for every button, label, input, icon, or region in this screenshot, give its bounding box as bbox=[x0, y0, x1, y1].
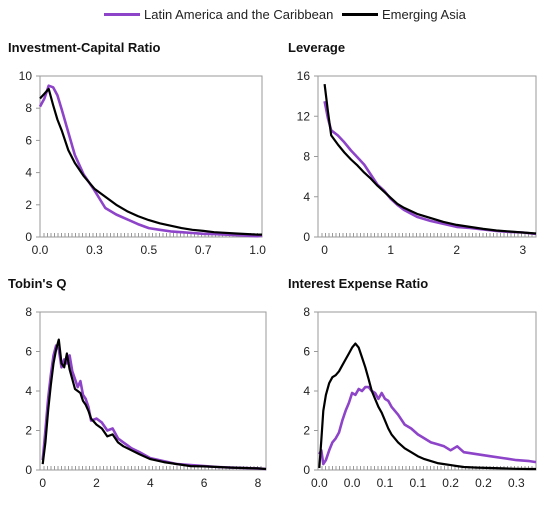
leverage-x-tick-label: 3 bbox=[519, 243, 526, 257]
leverage-series-latin-america-line bbox=[323, 100, 537, 236]
leverage-y-tick-label: 16 bbox=[297, 69, 311, 83]
tobins-q-y-tick-label: 4 bbox=[25, 384, 32, 398]
investment-capital-ratio-y-tick-label: 8 bbox=[25, 101, 32, 115]
interest-expense-ratio-y-tick-label: 2 bbox=[303, 424, 310, 438]
tobins-q-x-tick-label: 6 bbox=[201, 476, 208, 490]
leverage-x-tick-label: 2 bbox=[453, 243, 460, 257]
tobins-q-y-tick-label: 6 bbox=[25, 345, 32, 359]
investment-capital-ratio-plot-frame bbox=[39, 75, 263, 238]
interest-expense-ratio-x-tick-label: 0.3 bbox=[508, 476, 525, 490]
panel-title-leverage: Leverage bbox=[288, 40, 346, 55]
investment-capital-ratio-y-tick-label: 4 bbox=[25, 166, 32, 180]
investment-capital-ratio-y-tick-label: 2 bbox=[25, 198, 32, 212]
interest-expense-ratio-series-latin-america-line bbox=[318, 385, 537, 466]
legend-swatch-emerging-asia bbox=[342, 12, 378, 16]
interest-expense-ratio-y-tick-label: 0 bbox=[303, 463, 310, 477]
leverage-y-tick-label: 8 bbox=[303, 150, 310, 164]
interest-expense-ratio-x-tick-label: 0.0 bbox=[311, 476, 328, 490]
tobins-q-series-emerging-asia-line bbox=[41, 338, 267, 471]
tobins-q-y-tick-label: 0 bbox=[25, 463, 32, 477]
interest-expense-ratio-y-tick-label: 4 bbox=[303, 384, 310, 398]
leverage-y-tick-label: 0 bbox=[303, 230, 310, 244]
legend-item-latin-america: Latin America and the Caribbean bbox=[104, 6, 333, 22]
tobins-q-x-tick-label: 8 bbox=[255, 476, 262, 490]
legend-swatch-latin-america bbox=[104, 12, 140, 16]
legend-label-latin-america: Latin America and the Caribbean bbox=[144, 6, 334, 22]
interest-expense-ratio-x-tick-label: 0.2 bbox=[442, 476, 459, 490]
interest-expense-ratio-plot-frame bbox=[317, 311, 537, 471]
tobins-q-plot-frame bbox=[39, 311, 267, 471]
investment-capital-ratio-series-latin-america-line bbox=[38, 84, 263, 238]
leverage-y-tick-label: 12 bbox=[297, 109, 311, 123]
tobins-q-y-tick-label: 8 bbox=[25, 305, 32, 319]
panel-title-interest-expense-ratio: Interest Expense Ratio bbox=[288, 276, 429, 291]
investment-capital-ratio-x-tick-label: 1.0 bbox=[249, 243, 266, 257]
investment-capital-ratio-y-tick-label: 0 bbox=[25, 230, 32, 244]
tobins-q-x-tick-label: 4 bbox=[147, 476, 154, 490]
leverage-series-emerging-asia-line bbox=[323, 83, 537, 235]
leverage-y-tick-label: 4 bbox=[303, 190, 310, 204]
legend-label-emerging-asia: Emerging Asia bbox=[382, 6, 466, 22]
panel-title-tobins-q: Tobin's Q bbox=[8, 276, 67, 291]
legend-item-emerging-asia: Emerging Asia bbox=[342, 6, 466, 22]
legend: Latin America and the Caribbean Emerging… bbox=[0, 0, 537, 28]
interest-expense-ratio-x-tick-label: 0.2 bbox=[475, 476, 492, 490]
interest-expense-ratio-x-tick-label: 0.0 bbox=[344, 476, 361, 490]
investment-capital-ratio-y-tick-label: 6 bbox=[25, 133, 32, 147]
tobins-q-x-tick-label: 0 bbox=[39, 476, 46, 490]
leverage-x-tick-label: 0 bbox=[321, 243, 328, 257]
investment-capital-ratio-x-tick-label: 0.5 bbox=[140, 243, 157, 257]
tobins-q-y-tick-label: 2 bbox=[25, 424, 32, 438]
interest-expense-ratio-y-tick-label: 8 bbox=[303, 305, 310, 319]
investment-capital-ratio-y-tick-label: 10 bbox=[19, 69, 33, 83]
investment-capital-ratio-x-tick-label: 0.7 bbox=[195, 243, 212, 257]
investment-capital-ratio-series-emerging-asia-line bbox=[39, 87, 262, 236]
interest-expense-ratio-y-tick-label: 6 bbox=[303, 345, 310, 359]
tobins-q-x-tick-label: 2 bbox=[93, 476, 100, 490]
panel-title-investment-capital-ratio: Investment-Capital Ratio bbox=[8, 40, 161, 55]
interest-expense-ratio-series-emerging-asia-line bbox=[318, 342, 536, 471]
leverage-x-tick-label: 1 bbox=[387, 243, 394, 257]
leverage-plot-frame bbox=[317, 75, 537, 238]
interest-expense-ratio-x-tick-label: 0.1 bbox=[409, 476, 426, 490]
investment-capital-ratio-x-tick-label: 0.0 bbox=[32, 243, 49, 257]
investment-capital-ratio-x-tick-label: 0.3 bbox=[86, 243, 103, 257]
tobins-q-series-latin-america-line bbox=[41, 344, 267, 471]
interest-expense-ratio-x-tick-label: 0.1 bbox=[377, 476, 394, 490]
